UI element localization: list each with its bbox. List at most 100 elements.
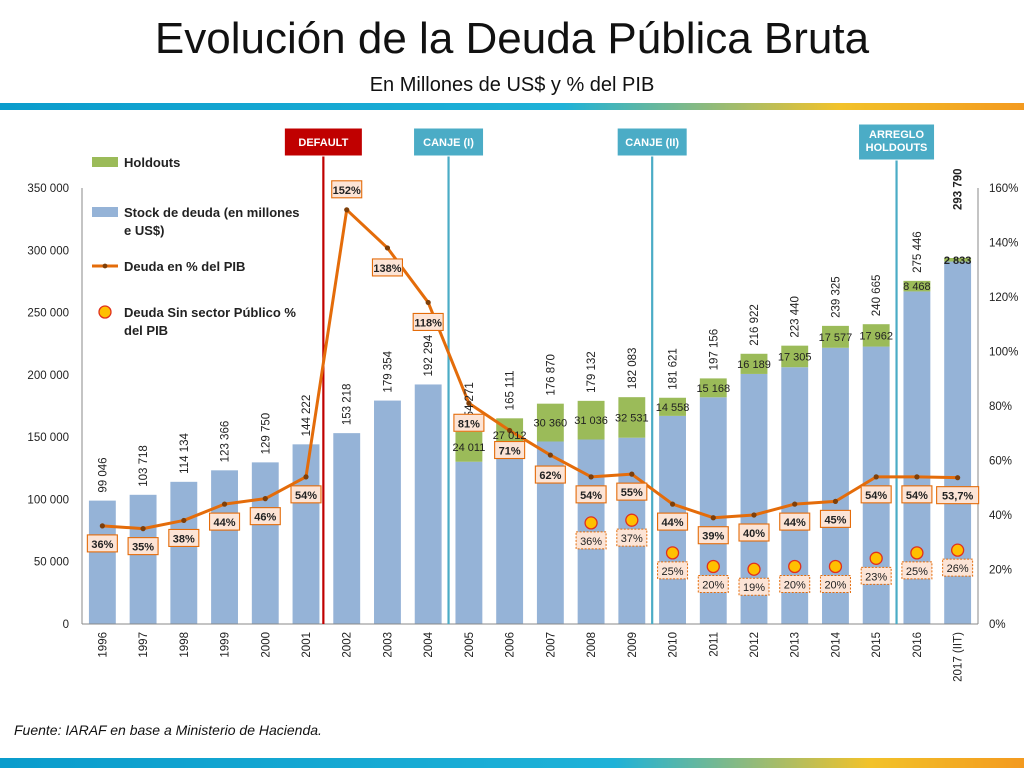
x-tick-label: 2003 bbox=[382, 632, 394, 658]
bar-value-label: 103 718 bbox=[138, 445, 150, 487]
holdouts-value-label: 30 360 bbox=[534, 418, 568, 430]
event-label: CANJE (I) bbox=[423, 137, 474, 149]
pct-label: 54% bbox=[580, 490, 602, 502]
x-tick-label: 2008 bbox=[586, 632, 598, 658]
debt-pct-point bbox=[710, 515, 716, 521]
pct-label-box bbox=[697, 526, 729, 545]
bottom-color-band bbox=[0, 758, 1024, 768]
bar-value-label: 144 222 bbox=[301, 395, 313, 437]
debt-bar bbox=[414, 384, 442, 624]
pct-label-box bbox=[779, 512, 811, 531]
y-right-tick-label: 20% bbox=[989, 565, 1012, 577]
event-label-box bbox=[858, 123, 936, 161]
legend-label: Stock de deuda (en millones e US$) bbox=[124, 205, 303, 238]
x-tick-label: 2000 bbox=[260, 632, 272, 658]
pct-label-box bbox=[860, 485, 892, 504]
pct-label-box bbox=[249, 507, 281, 526]
debt-bar bbox=[374, 400, 401, 624]
pct-label: 44% bbox=[214, 517, 236, 529]
x-tick-label: 1998 bbox=[179, 632, 191, 658]
y-left-tick-label: 50 000 bbox=[34, 557, 69, 569]
x-tick-label: 2013 bbox=[790, 632, 802, 658]
debt-bar bbox=[129, 494, 157, 624]
x-tick-label: 2005 bbox=[464, 632, 476, 658]
pct-label: 36% bbox=[91, 539, 113, 551]
page-title: Evolución de la Deuda Pública Bruta bbox=[154, 14, 870, 63]
y-right-tick-label: 100% bbox=[989, 347, 1018, 359]
pct-label-box bbox=[494, 440, 526, 460]
pct-label-box bbox=[290, 485, 322, 504]
debt-bar bbox=[170, 481, 198, 624]
pct-label: 62% bbox=[539, 470, 561, 482]
event-label-box bbox=[283, 127, 363, 157]
sin-sector-label: 23% bbox=[865, 571, 887, 583]
debt-bar bbox=[455, 461, 483, 624]
sin-sector-label: 25% bbox=[906, 566, 928, 578]
pct-label: 35% bbox=[132, 542, 154, 554]
sin-sector-label: 20% bbox=[784, 580, 806, 592]
debt-pct-point bbox=[629, 471, 635, 477]
event-label-box bbox=[616, 127, 688, 157]
bar-value-label: 123 366 bbox=[220, 421, 232, 463]
x-tick-label: 2002 bbox=[342, 632, 354, 658]
pct-label-box bbox=[412, 312, 444, 331]
debt-pct-point bbox=[303, 474, 309, 480]
x-tick-label: 2004 bbox=[423, 631, 435, 657]
sin-sector-dot bbox=[584, 516, 598, 530]
debt-pct-point bbox=[181, 517, 187, 524]
x-tick-label: 2011 bbox=[708, 632, 720, 657]
y-right-tick-label: 120% bbox=[989, 292, 1018, 304]
pct-label: 44% bbox=[662, 517, 684, 529]
bar-value-label: 179 132 bbox=[586, 351, 598, 393]
debt-pct-point bbox=[832, 498, 839, 504]
holdouts-bar bbox=[699, 378, 727, 398]
bar-value-label: 275 446 bbox=[912, 231, 924, 273]
sin-sector-dot bbox=[950, 543, 965, 557]
legend-swatch-dot bbox=[98, 305, 112, 319]
sin-sector-label: 37% bbox=[621, 533, 643, 545]
pct-label: 45% bbox=[824, 514, 846, 526]
x-tick-label: 1997 bbox=[138, 632, 150, 658]
y-left-tick-label: 200 000 bbox=[27, 370, 69, 382]
holdouts-value-label: 2 833 bbox=[944, 255, 972, 267]
legend-label: Deuda en % del PIB bbox=[124, 259, 245, 274]
pct-label-box bbox=[738, 523, 770, 542]
debt-bar bbox=[211, 470, 238, 624]
holdouts-bar bbox=[862, 324, 890, 347]
y-right-tick-label: 60% bbox=[989, 456, 1012, 468]
y-left-tick-label: 150 000 bbox=[27, 432, 69, 444]
pct-label-box bbox=[208, 512, 241, 531]
pct-label-box bbox=[616, 482, 648, 501]
pct-label-box bbox=[901, 485, 933, 504]
sin-sector-label-box bbox=[697, 575, 729, 593]
pct-label-box bbox=[331, 180, 363, 199]
bar-value-label: 223 440 bbox=[790, 296, 802, 338]
pct-label-box bbox=[168, 528, 200, 548]
holdouts-value-label: 8 468 bbox=[903, 281, 931, 293]
pct-label: 54% bbox=[865, 490, 887, 502]
debt-chart: 0 50 000 100 000 150 000 200 000 250 000 300 0… bbox=[27, 123, 1018, 682]
debt-pct-point bbox=[425, 299, 431, 306]
sin-sector-dot bbox=[625, 513, 639, 527]
sin-sector-label-box bbox=[942, 558, 974, 577]
legend-swatch-line-point bbox=[102, 263, 108, 269]
legend-label: Holdouts bbox=[124, 155, 180, 170]
debt-bar bbox=[88, 500, 116, 624]
sin-sector-label: 36% bbox=[580, 536, 602, 548]
bar-value-label: 99 046 bbox=[97, 457, 109, 492]
pct-label: 71% bbox=[499, 446, 521, 458]
bar-value-label: 197 156 bbox=[708, 329, 720, 371]
y-right-tick-label: 80% bbox=[989, 401, 1012, 413]
debt-pct-point bbox=[914, 474, 920, 480]
x-tick-label: 2010 bbox=[668, 632, 680, 658]
holdouts-bar bbox=[903, 280, 931, 292]
y-left-tick-label: 100 000 bbox=[27, 494, 69, 506]
debt-pct-point bbox=[588, 474, 594, 480]
holdouts-bar bbox=[455, 431, 483, 462]
pct-label: 138% bbox=[373, 263, 401, 275]
event-label: DEFAULT bbox=[298, 137, 348, 149]
pct-label: 54% bbox=[906, 490, 928, 502]
source-note: Fuente: IARAF en base a Ministerio de Ha… bbox=[14, 722, 322, 738]
y-left-tick-label: 0 bbox=[63, 619, 69, 631]
debt-pct-point bbox=[384, 245, 391, 251]
